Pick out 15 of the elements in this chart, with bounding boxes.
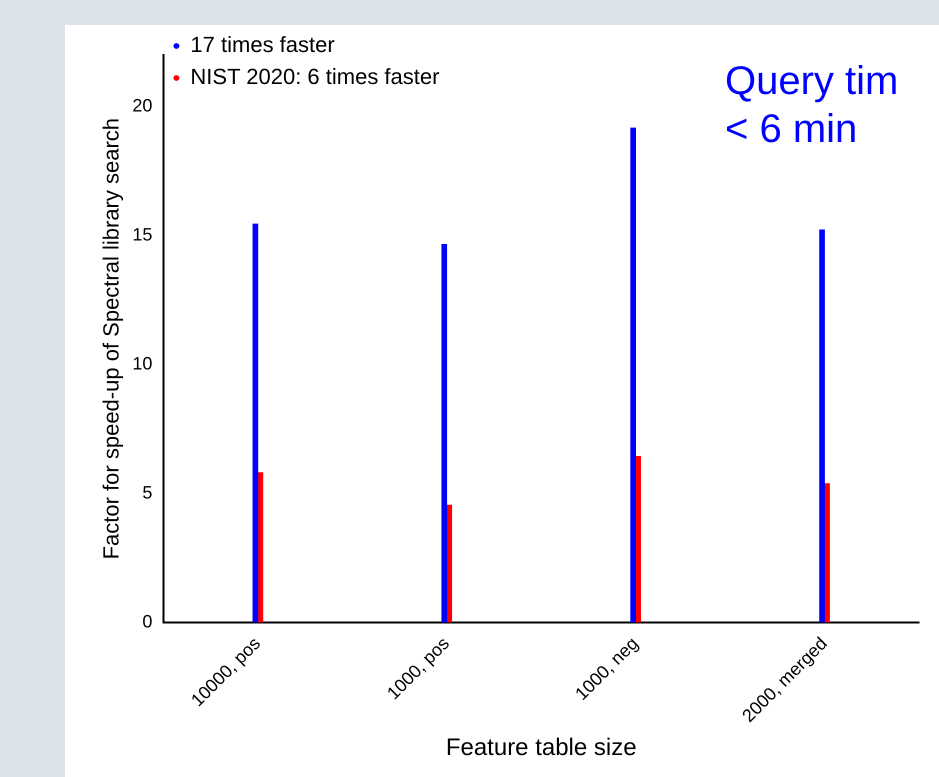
bar xyxy=(819,230,825,622)
legend-label: NIST 2020: 6 times faster xyxy=(190,64,440,90)
annotation: < 6 min xyxy=(725,107,858,152)
y-tick-label: 0 xyxy=(142,611,152,632)
bar xyxy=(252,224,258,622)
y-tick-label: 10 xyxy=(132,353,152,374)
y-tick-label: 5 xyxy=(142,482,152,502)
bar xyxy=(630,128,636,622)
y-axis-title: Factor for speed-up of Spectral library search xyxy=(98,118,124,560)
x-axis-title: Feature table size xyxy=(446,734,637,762)
legend-label: 17 times faster xyxy=(190,32,335,58)
y-tick-label: 20 xyxy=(132,96,152,116)
annotation: Query tim xyxy=(725,59,898,104)
y-tick-label: 15 xyxy=(132,224,152,244)
bar xyxy=(441,244,448,622)
